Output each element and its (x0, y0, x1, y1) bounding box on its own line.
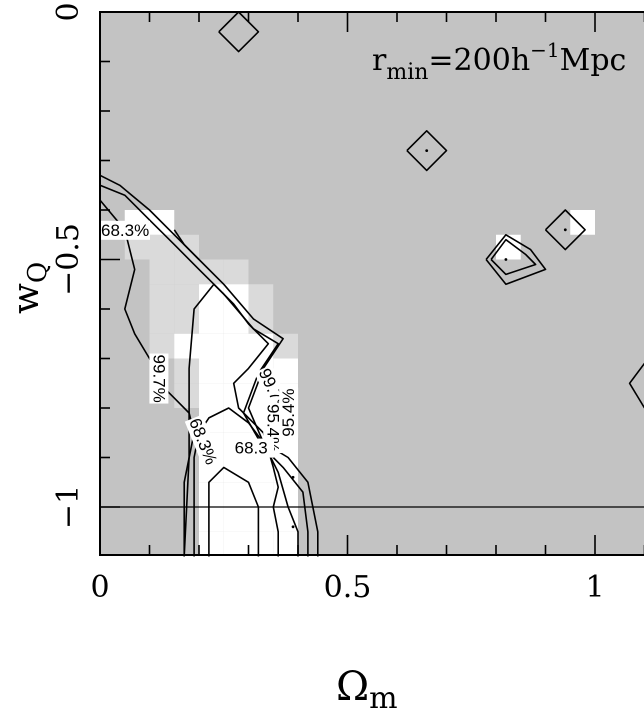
heatmap-cell-white (248, 333, 274, 359)
center-dot (504, 258, 508, 261)
contour-line (208, 466, 260, 557)
heatmap-cell-white (223, 531, 249, 555)
x-tick-label: 0.5 (324, 570, 372, 605)
center-dot (291, 525, 295, 529)
contour-line (173, 229, 200, 261)
heatmap-cell-white (248, 507, 274, 532)
heatmap-cell-white (223, 482, 249, 507)
contour-line (544, 209, 586, 251)
contour-line (628, 362, 644, 409)
heatmap-cell-light (223, 259, 249, 285)
heatmap-cell-white (223, 309, 249, 334)
x-tick-label: 0 (90, 570, 109, 605)
heatmap-cell-white (570, 210, 595, 235)
heatmap-cell-white (199, 531, 224, 555)
heatmap-cell-light (149, 309, 175, 334)
contour-line (490, 238, 537, 276)
heatmap-cell-light (149, 259, 175, 285)
center-dot (563, 228, 567, 232)
heatmap-cell-light (174, 358, 199, 384)
heatmap-cell-light (149, 234, 175, 260)
contour-label: 68.3 (235, 439, 268, 458)
center-dot (291, 475, 295, 479)
contour-label-group: 68.3 (233, 438, 275, 458)
heatmap-cell-white (248, 457, 274, 483)
contour-label-bg (279, 387, 299, 438)
contour-label-group: 95.4% (279, 387, 299, 438)
plot-frame (99, 11, 644, 556)
heatmap-cell-white (199, 333, 224, 359)
y-tick-label: −1 (51, 485, 86, 529)
contour-label-bg (100, 220, 150, 240)
contour-line (99, 184, 309, 557)
contour-label: 95.4% (279, 388, 298, 436)
contour-label-bg (184, 414, 222, 469)
axis-ticks: 0 0.5 1 0 −0.5 −1 (51, 2, 644, 605)
heatmap-cell-light (174, 383, 199, 408)
heatmap-cell-white (273, 531, 298, 555)
x-tick-label: 1 (585, 570, 604, 605)
heatmap-cell-light (174, 284, 199, 309)
heatmap-cell-white (223, 507, 249, 532)
annotation-rmin: rmin=200h−1Mpc (372, 38, 626, 85)
x-axis-label: Ωm (336, 664, 398, 711)
heatmap-cell-white (199, 383, 224, 408)
contour-line (183, 283, 280, 557)
heatmap-cell-white (199, 507, 224, 532)
center-dots (291, 149, 567, 529)
heatmap-cell-white (223, 333, 249, 359)
contour-line (485, 234, 547, 286)
heatmap-cell-white (199, 358, 224, 384)
heatmap-cell-white (223, 358, 249, 384)
heatmap-cell-white (248, 531, 274, 555)
contour-line (406, 130, 448, 172)
center-dot (425, 149, 429, 153)
heatmap-cell-white (248, 482, 274, 507)
heatmap-cell-white (174, 333, 199, 359)
contour-label-group: 68.3% (100, 220, 150, 240)
y-tick-label: −0.5 (51, 223, 86, 296)
contour-lines (99, 11, 644, 557)
y-tick-label: 0 (51, 2, 86, 21)
contour-line (99, 174, 319, 557)
contour-label-group: 99.7% (149, 353, 169, 404)
contour-label: 68.3% (101, 221, 149, 240)
heatmap-cell-light (149, 284, 175, 309)
y-axis-label: wQ (6, 262, 53, 314)
heatmap-cell-light (174, 259, 199, 285)
contour-label: 99.7% (149, 355, 168, 403)
contour-label-bg (233, 438, 275, 458)
heatmap-cell-light (174, 309, 199, 334)
heatmap-cell-white (199, 309, 224, 334)
heatmap-cell-light (248, 284, 274, 309)
contour-label-bg (149, 353, 169, 404)
contour-line (218, 11, 260, 53)
heatmap-cell-white (199, 482, 224, 507)
